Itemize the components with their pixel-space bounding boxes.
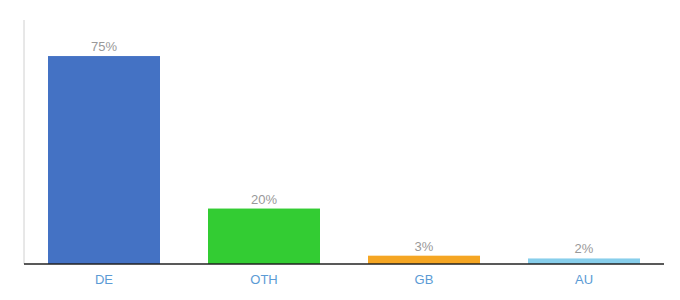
bars	[48, 56, 640, 264]
data-labels: 75% 20% 3% 2%	[91, 39, 594, 256]
chart-container: 75% 20% 3% 2% DE OTH GB AU	[0, 0, 680, 300]
bar	[208, 209, 320, 264]
data-label: 75%	[91, 39, 117, 54]
x-tick-label: GB	[415, 272, 434, 287]
x-tick-labels: DE OTH GB AU	[95, 272, 593, 287]
y-axis-line	[24, 20, 25, 264]
bar	[528, 258, 640, 264]
x-tick-label: DE	[95, 272, 113, 287]
bar	[368, 256, 480, 264]
data-label: 2%	[575, 241, 594, 256]
chart-svg: 75% 20% 3% 2% DE OTH GB AU	[0, 0, 680, 300]
x-tick-label: OTH	[250, 272, 277, 287]
plot-area: 75% 20% 3% 2% DE OTH GB AU	[24, 20, 664, 287]
x-axis-line	[24, 263, 664, 265]
data-label: 3%	[415, 239, 434, 254]
x-tick-label: AU	[575, 272, 593, 287]
data-label: 20%	[251, 192, 277, 207]
bar	[48, 56, 160, 264]
